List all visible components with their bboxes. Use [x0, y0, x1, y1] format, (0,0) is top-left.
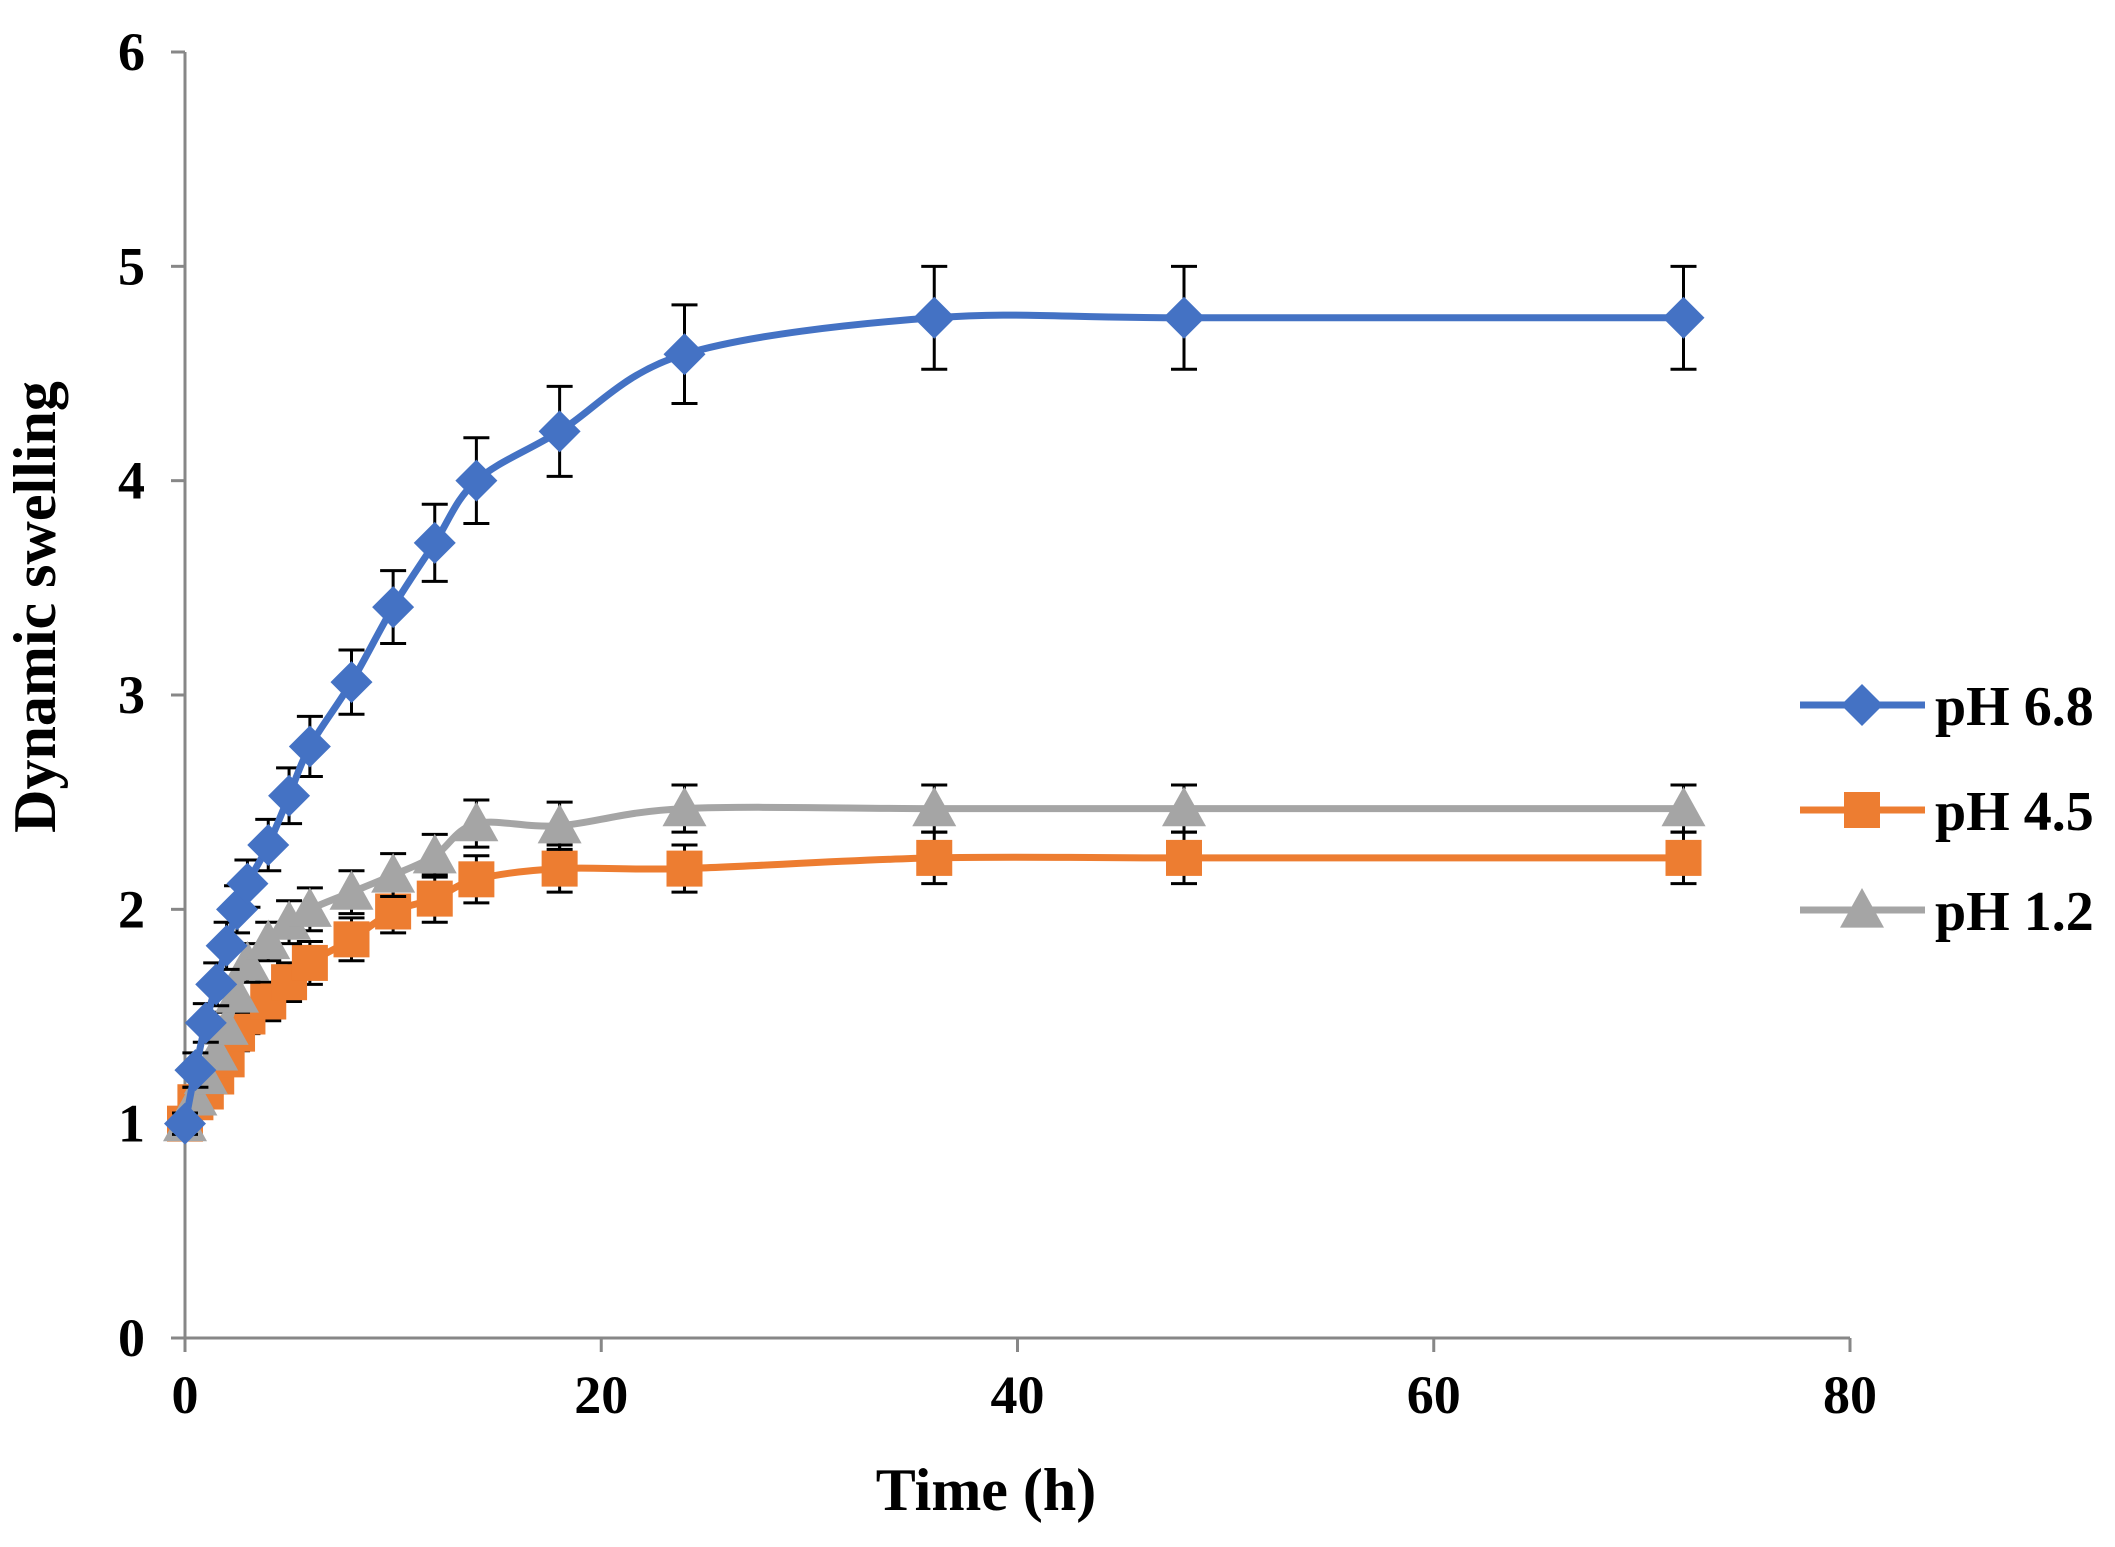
data-point-ph-6-8	[372, 586, 415, 629]
legend-marker-ph-1-2	[1840, 888, 1884, 928]
data-point-ph-6-8	[913, 296, 956, 339]
data-point-ph-4-5	[458, 861, 495, 898]
series-layer	[163, 264, 1706, 1145]
data-point-ph-4-5	[416, 880, 453, 917]
data-point-ph-1-2	[1162, 786, 1206, 827]
data-point-ph-4-5	[291, 944, 328, 981]
y-tick-label: 3	[118, 665, 145, 725]
y-tick-label: 2	[118, 879, 145, 939]
data-point-ph-1-2	[537, 803, 582, 844]
data-point-ph-1-2	[287, 887, 332, 927]
data-point-ph-6-8	[330, 661, 373, 704]
data-point-ph-1-2	[454, 801, 499, 842]
x-axis-title: Time (h)	[876, 1457, 1097, 1523]
y-tick-label: 5	[118, 236, 145, 296]
legend-marker-ph-6-8	[1841, 684, 1883, 726]
data-point-ph-6-8	[184, 1001, 227, 1044]
data-point-ph-6-8	[413, 521, 456, 564]
x-tick-label: 40	[991, 1365, 1045, 1425]
data-point-ph-6-8	[174, 1049, 217, 1092]
legend: pH 6.8 pH 4.5 pH 1.2	[1800, 676, 2094, 943]
legend-item-ph-1-2: pH 1.2	[1800, 881, 2094, 943]
data-point-ph-1-2	[204, 1005, 249, 1045]
data-point-ph-6-8	[288, 725, 331, 768]
data-point-ph-4-5	[541, 850, 578, 887]
data-point-ph-6-8	[205, 924, 248, 967]
data-point-ph-6-8	[538, 410, 581, 453]
legend-item-ph-6-8: pH 6.8	[1800, 676, 2094, 738]
series-ph-6-8	[164, 264, 1705, 1145]
data-point-ph-1-2	[912, 786, 957, 827]
legend-item-ph-4-5: pH 4.5	[1800, 781, 2094, 843]
data-point-ph-4-5	[1166, 839, 1202, 876]
data-point-ph-1-2	[1661, 786, 1706, 827]
data-point-ph-4-5	[916, 839, 953, 876]
data-point-ph-4-5	[333, 921, 370, 958]
y-tick-label: 0	[118, 1308, 145, 1368]
data-point-ph-4-5	[1665, 839, 1702, 876]
data-point-ph-6-8	[247, 824, 290, 867]
x-tick-label: 80	[1823, 1365, 1877, 1425]
x-tick-label: 60	[1407, 1365, 1461, 1425]
x-tick-label: 20	[574, 1365, 628, 1425]
data-point-ph-6-8	[268, 774, 311, 817]
legend-label-ph-6-8: pH 6.8	[1935, 676, 2094, 738]
data-point-ph-1-2	[329, 870, 374, 910]
data-point-ph-6-8	[1662, 296, 1705, 339]
y-axis-title: Dynamic swelling	[2, 381, 68, 833]
legend-label-ph-1-2: pH 1.2	[1935, 881, 2094, 943]
data-point-ph-1-2	[662, 786, 707, 827]
data-point-ph-6-8	[663, 333, 706, 376]
data-point-ph-6-8	[455, 459, 498, 502]
data-point-ph-1-2	[412, 833, 457, 874]
data-point-ph-4-5	[666, 850, 703, 887]
y-tick-label: 6	[118, 22, 145, 82]
y-tick-label: 1	[118, 1094, 145, 1154]
x-tick-label: 0	[172, 1365, 199, 1425]
legend-label-ph-4-5: pH 4.5	[1935, 781, 2094, 843]
data-point-ph-6-8	[226, 862, 269, 905]
series-line-ph-6-8	[181, 311, 1684, 1125]
y-tick-label: 4	[118, 451, 145, 511]
data-point-ph-4-5	[375, 893, 412, 930]
data-point-ph-6-8	[195, 963, 238, 1006]
data-point-ph-1-2	[371, 853, 416, 893]
data-point-ph-1-2	[215, 973, 260, 1013]
data-point-ph-6-8	[164, 1102, 206, 1145]
data-point-ph-6-8	[1163, 296, 1205, 339]
legend-marker-ph-4-5	[1844, 792, 1880, 828]
data-point-ph-1-2	[267, 900, 312, 940]
